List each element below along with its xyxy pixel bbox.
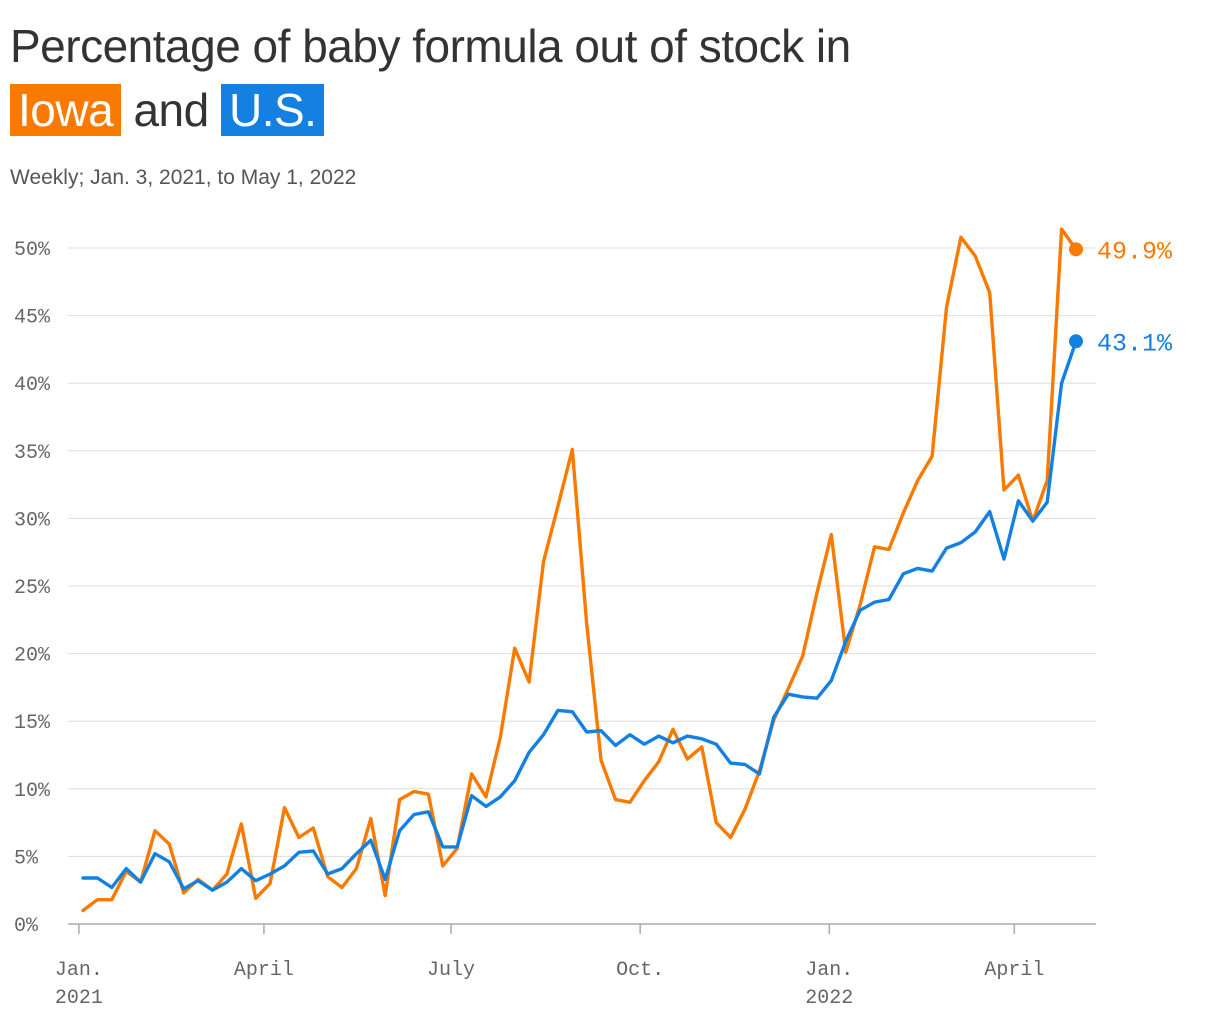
title-and: and: [133, 84, 209, 136]
y-tick-label: 20%: [14, 645, 51, 668]
legend-us: U.S.: [220, 84, 325, 136]
y-tick-label: 10%: [14, 780, 51, 803]
x-tick-year-label: 2021: [55, 987, 103, 1010]
legend-iowa: Iowa: [10, 84, 122, 136]
y-axis: 0% 5% 10% 15% 20% 25% 30% 35% 40% 45% 50%: [14, 239, 51, 938]
series-lines: [81, 227, 1078, 913]
y-tick-label: 15%: [14, 712, 51, 735]
series-end-label: 43.1%: [1097, 329, 1173, 358]
x-tick-year-label: 2022: [805, 987, 853, 1010]
y-tick-label: 25%: [14, 577, 51, 600]
series-end-dot: [1069, 242, 1083, 257]
y-tick-label: 35%: [14, 442, 51, 465]
y-tick-label: 45%: [14, 307, 51, 330]
y-tick-label: 40%: [14, 374, 51, 397]
series-end-labels: 49.9% 43.1%: [1069, 237, 1173, 358]
x-axis: Jan. 2021 April July Oct. Jan. 2022 April: [55, 924, 1044, 1010]
series-end-label: 49.9%: [1097, 237, 1173, 266]
y-tick-label: 30%: [14, 509, 51, 532]
x-tick-label: July: [427, 959, 475, 982]
y-tick-label: 0%: [14, 915, 39, 938]
y-tick-label: 5%: [14, 847, 39, 870]
x-tick-label: April: [234, 959, 294, 982]
series-end-dot: [1069, 334, 1083, 349]
x-tick-label: April: [984, 959, 1044, 982]
y-tick-label: 50%: [14, 239, 51, 262]
x-tick-label: Jan.: [55, 959, 103, 982]
x-tick-label: Oct.: [616, 959, 664, 982]
x-tick-label: Jan.: [805, 959, 853, 982]
series-line-iowa: [81, 227, 1078, 913]
series-line-us: [81, 339, 1078, 892]
grid-lines: [68, 247, 1096, 925]
title-line1: Percentage of baby formula out of stock …: [10, 20, 851, 72]
chart-subtitle: Weekly; Jan. 3, 2021, to May 1, 2022: [10, 166, 357, 189]
chart-title: Percentage of baby formula out of stock …: [10, 14, 1210, 142]
